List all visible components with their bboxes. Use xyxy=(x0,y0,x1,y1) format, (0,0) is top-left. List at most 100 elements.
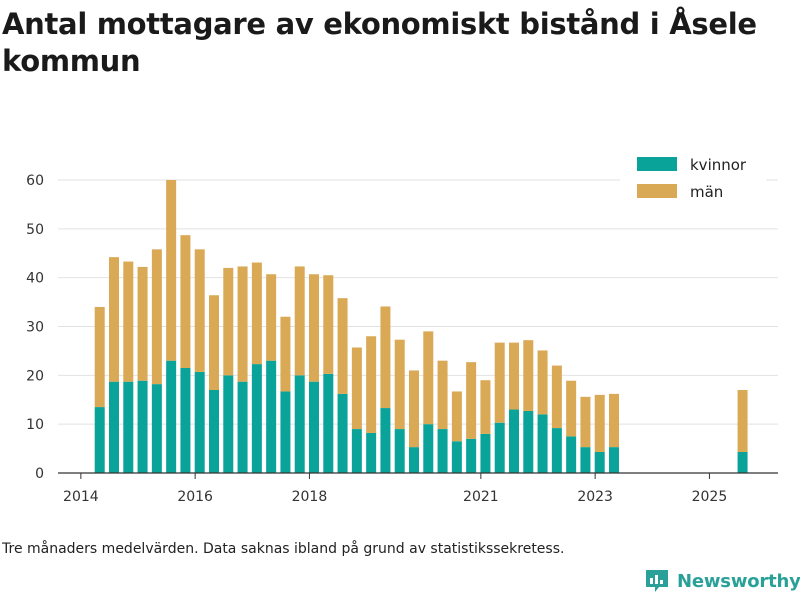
bar-man xyxy=(109,257,119,382)
y-tick-label: 50 xyxy=(26,222,44,238)
bar-kvinnor xyxy=(494,422,505,473)
bar-man xyxy=(594,394,605,452)
bar-man xyxy=(237,266,248,382)
bar-man xyxy=(180,235,191,369)
bar-kvinnor xyxy=(509,409,519,473)
bar-man xyxy=(537,350,548,415)
bar-kvinnor xyxy=(394,429,405,473)
bar-man xyxy=(337,298,348,394)
bar-man xyxy=(251,262,262,365)
bar-kvinnor xyxy=(423,424,434,473)
bar-man xyxy=(737,389,748,452)
bar-man xyxy=(151,249,162,385)
bar-man xyxy=(580,396,591,448)
bar-kvinnor xyxy=(537,414,548,473)
y-tick-label: 40 xyxy=(26,271,44,287)
y-axis-tick-labels: 0 10 20 30 40 50 60 xyxy=(26,173,44,482)
bar-kvinnor xyxy=(94,407,105,473)
bar-kvinnor xyxy=(380,408,391,473)
bar-kvinnor xyxy=(737,452,748,473)
newsworthy-logo-text: Newsworthy xyxy=(677,570,800,592)
legend-label-kvinnor: kvinnor xyxy=(690,156,747,174)
bar-kvinnor xyxy=(466,438,477,473)
bar-man xyxy=(609,393,619,448)
legend-swatch-man xyxy=(637,184,677,198)
bar-kvinnor xyxy=(294,375,305,473)
bar-man xyxy=(523,340,534,411)
footnote: Tre månaders medelvärden. Data saknas ib… xyxy=(2,541,565,557)
newsworthy-logo-icon xyxy=(646,570,668,592)
bar-kvinnor xyxy=(137,380,148,473)
bar-kvinnor xyxy=(366,432,377,473)
bar-man xyxy=(280,316,291,392)
y-tick-label: 30 xyxy=(26,320,44,336)
bar-kvinnor xyxy=(580,447,591,473)
bar-man xyxy=(480,380,491,434)
bar-man xyxy=(494,342,505,423)
bar-kvinnor xyxy=(223,375,234,473)
bar-kvinnor xyxy=(523,410,534,473)
legend-label-man: män xyxy=(690,183,723,201)
bar-man xyxy=(309,274,319,382)
bar-kvinnor xyxy=(609,447,619,473)
bar-kvinnor xyxy=(166,360,177,473)
bar-man xyxy=(437,360,448,430)
bar-man xyxy=(451,391,462,442)
bar-kvinnor xyxy=(323,373,334,473)
bar-kvinnor xyxy=(409,447,419,473)
bar-kvinnor xyxy=(309,381,319,473)
bar-kvinnor xyxy=(437,429,448,473)
bar-kvinnor xyxy=(209,389,219,473)
bar-kvinnor xyxy=(337,393,348,473)
bar-man xyxy=(466,362,477,439)
bar-man xyxy=(566,380,577,437)
bar-kvinnor xyxy=(594,452,605,473)
bar-kvinnor xyxy=(109,381,119,473)
bar-man xyxy=(194,249,205,372)
bar-man xyxy=(409,370,419,448)
bar-kvinnor xyxy=(237,381,248,473)
x-axis: 2014 2016 2018 2021 2023 2025 xyxy=(58,472,778,505)
bar-kvinnor xyxy=(451,441,462,473)
bar-kvinnor xyxy=(480,433,491,473)
bar-man xyxy=(509,342,519,410)
bar-kvinnor xyxy=(151,384,162,473)
bar-kvinnor xyxy=(251,364,262,473)
bar-man xyxy=(137,266,148,381)
bar-man xyxy=(423,331,434,425)
bar-kvinnor xyxy=(551,428,562,473)
x-tick-label: 2014 xyxy=(63,489,99,505)
bar-man xyxy=(323,275,334,374)
bar-kvinnor xyxy=(351,429,362,473)
bar-man xyxy=(551,365,562,429)
bar-kvinnor xyxy=(194,371,205,473)
x-tick-label: 2021 xyxy=(463,489,499,505)
bar-man xyxy=(380,306,391,409)
bar-man xyxy=(223,267,234,376)
legend: kvinnor män xyxy=(620,148,766,210)
x-tick-label: 2018 xyxy=(292,489,328,505)
x-tick-label: 2023 xyxy=(577,489,613,505)
y-tick-label: 10 xyxy=(26,417,44,433)
bars xyxy=(94,180,748,474)
bar-man xyxy=(94,306,105,408)
bar-man xyxy=(394,339,405,430)
bar-kvinnor xyxy=(180,368,191,473)
y-tick-label: 20 xyxy=(26,368,44,384)
newsworthy-logo[interactable]: Newsworthy xyxy=(644,568,800,594)
bar-man xyxy=(294,266,305,376)
chart-title: Antal mottagare av ekonomiskt bistånd i … xyxy=(2,7,757,78)
bar-man xyxy=(209,295,219,390)
bar-man xyxy=(166,180,177,361)
x-tick-label: 2025 xyxy=(692,489,728,505)
bar-man xyxy=(366,336,377,433)
x-tick-label: 2016 xyxy=(177,489,213,505)
bar-man xyxy=(123,261,134,382)
y-tick-label: 60 xyxy=(26,173,44,189)
bar-man xyxy=(266,274,277,361)
y-tick-label: 0 xyxy=(35,466,44,482)
bar-kvinnor xyxy=(280,391,291,473)
legend-swatch-kvinnor xyxy=(637,157,677,171)
bar-kvinnor xyxy=(123,381,134,473)
